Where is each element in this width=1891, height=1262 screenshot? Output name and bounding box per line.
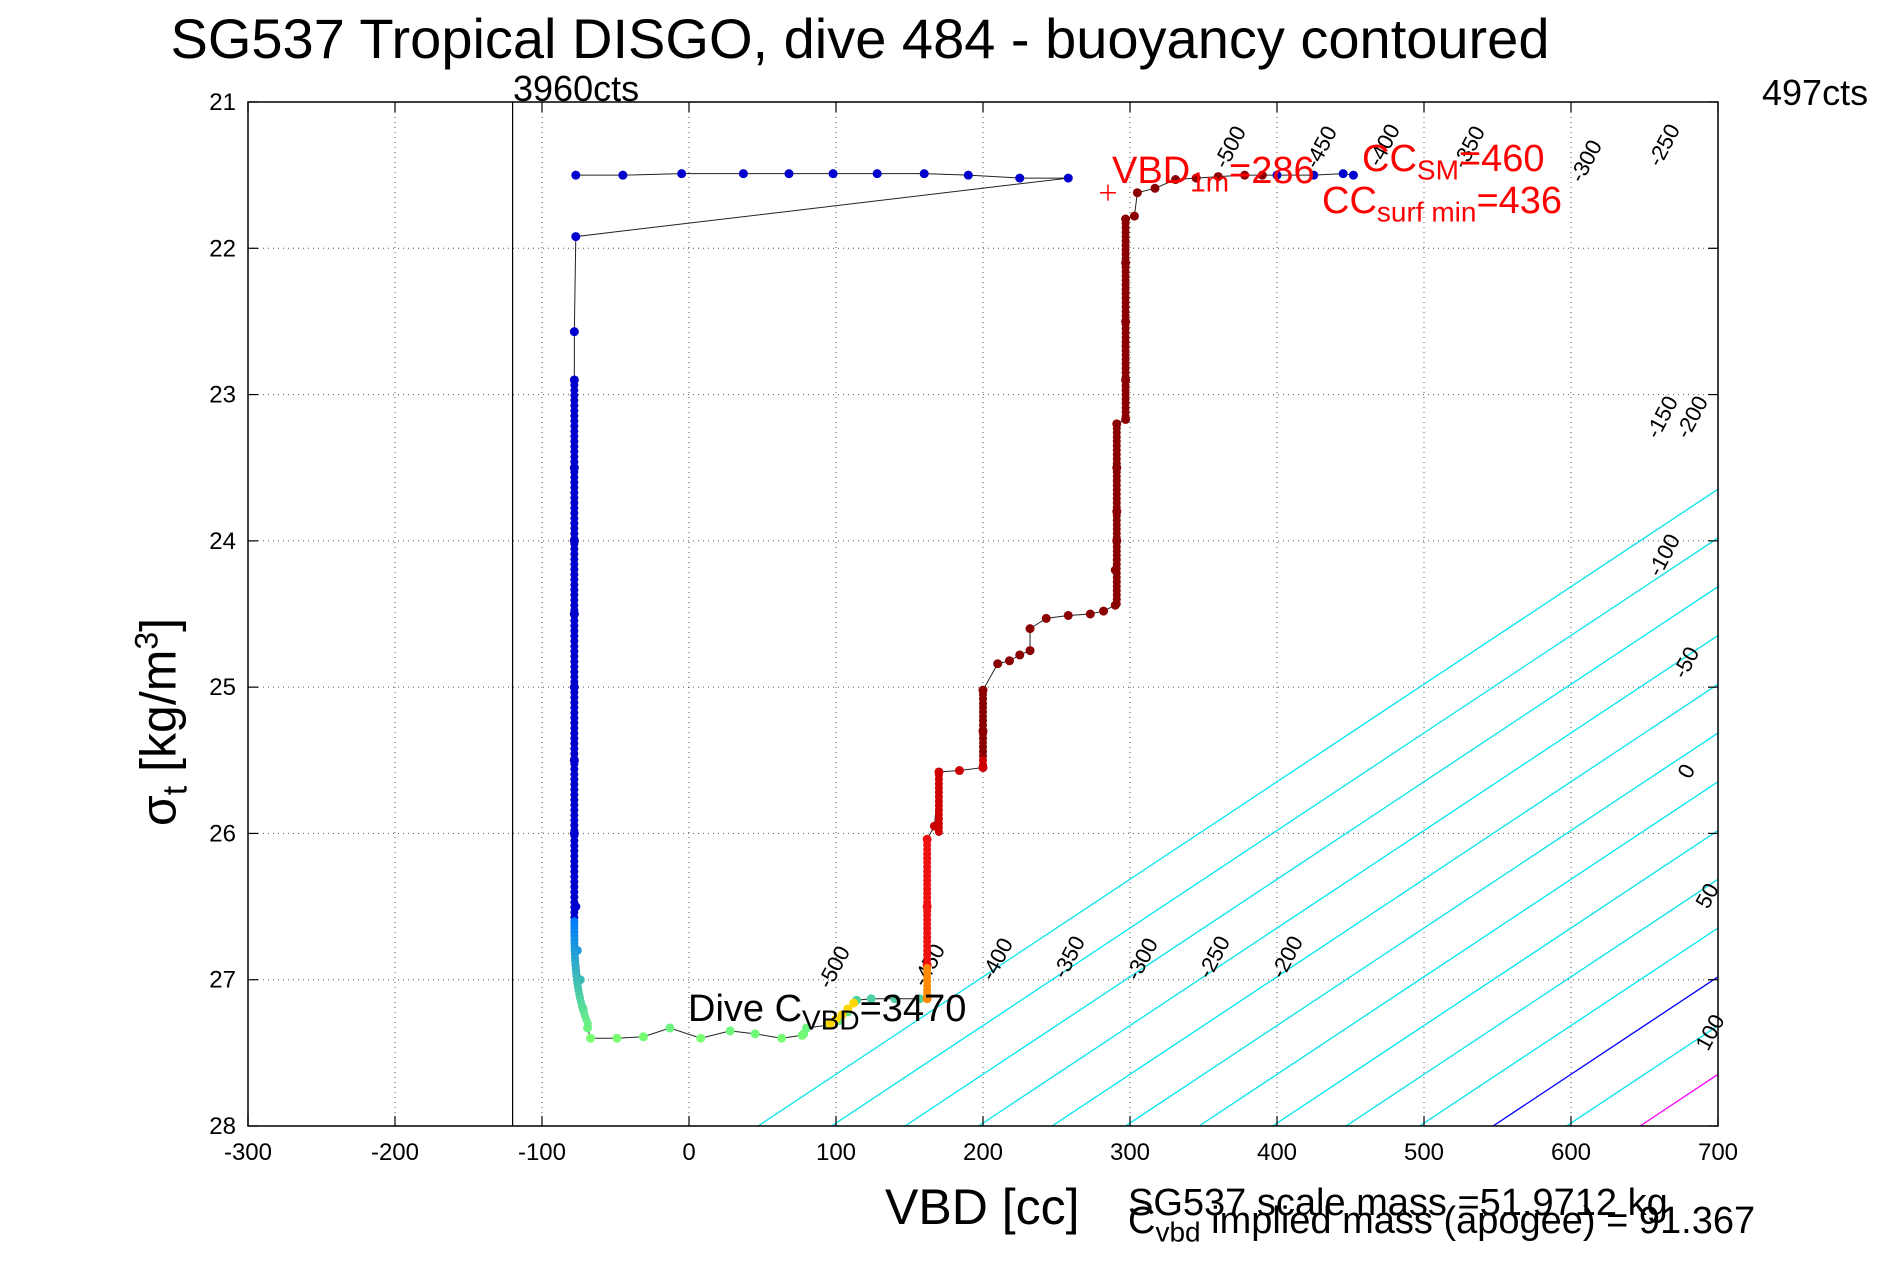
descent-point — [802, 1023, 812, 1033]
ascent-point — [1171, 175, 1181, 185]
descent-point — [1063, 173, 1073, 183]
cc-sm-annotation: CCSM=460 — [1362, 138, 1545, 186]
ascent-point — [1099, 606, 1109, 616]
dive-cvbd-annotation: Dive CVBD=3470 — [688, 988, 967, 1036]
buoyancy-contour — [1272, 829, 1718, 1126]
ascent-point — [1121, 412, 1130, 421]
vbd-min-counts-label: 3960cts — [513, 68, 640, 109]
y-tick-label: 26 — [209, 820, 236, 847]
ascent-point — [1272, 170, 1282, 180]
descent-point — [571, 232, 581, 242]
ascent-point — [1338, 169, 1348, 179]
ascent-point — [1240, 170, 1250, 180]
vbd-1m-annotation: VBD1m=286 — [1112, 150, 1315, 198]
x-tick-label: 200 — [963, 1139, 1003, 1166]
vbd-max-counts-label: 497cts — [1762, 72, 1869, 113]
y-tick-label: 25 — [209, 674, 236, 701]
ascent-point — [1257, 170, 1267, 180]
descent-point — [784, 169, 794, 179]
descent-point — [777, 1033, 787, 1043]
ascent-point — [1041, 613, 1051, 623]
ascent-point — [1015, 650, 1025, 660]
buoyancy-contour — [1198, 780, 1718, 1126]
ascent-point — [1004, 656, 1014, 666]
y-tick-label: 22 — [209, 235, 236, 262]
x-tick-label: -300 — [224, 1139, 272, 1166]
y-tick-label: 23 — [209, 382, 236, 409]
x-tick-label: 500 — [1404, 1139, 1444, 1166]
descent-point — [569, 327, 579, 337]
ascent-point — [1150, 183, 1160, 193]
descent-point — [583, 1019, 592, 1028]
descent-point — [738, 169, 748, 179]
implied-mass-note: Cvbd implied mass (apogee) = 91.367 — [1128, 1200, 1756, 1248]
descent-point — [750, 1029, 760, 1039]
ascent-point — [1063, 610, 1073, 620]
x-tick-label: 600 — [1551, 1139, 1591, 1166]
buoyancy-contour — [1419, 927, 1718, 1126]
x-tick-label: 700 — [1698, 1139, 1738, 1166]
x-tick-label: 100 — [816, 1139, 856, 1166]
x-axis-label: VBD [cc] — [885, 1179, 1080, 1235]
chart-title: SG537 Tropical DISGO, dive 484 - buoyanc… — [170, 7, 1550, 70]
descent-point — [837, 1010, 847, 1020]
x-tick-label: 0 — [682, 1139, 695, 1166]
descent-point — [677, 169, 687, 179]
ascent-point — [1025, 646, 1035, 656]
y-tick-label: 24 — [209, 528, 236, 555]
buoyancy-contour — [757, 488, 1718, 1126]
descent-point — [586, 1033, 596, 1043]
descent-point — [843, 1004, 853, 1014]
descent-point — [919, 169, 929, 179]
descent-point — [828, 169, 838, 179]
descent-point — [963, 170, 973, 180]
descent-point — [612, 1033, 622, 1043]
ascent-point — [1309, 170, 1319, 180]
descent-point — [872, 169, 882, 179]
y-tick-label: 27 — [209, 967, 236, 994]
ascent-point — [993, 659, 1003, 669]
descent-point — [571, 170, 581, 180]
buoyancy-contour — [978, 634, 1718, 1126]
ascent-point — [954, 766, 964, 776]
descent-point — [618, 170, 628, 180]
buoyancy-contour — [831, 537, 1718, 1126]
x-tick-label: 400 — [1257, 1139, 1297, 1166]
scale-mass-note: SG537 scale mass =51.9712 kg — [1128, 1182, 1668, 1224]
ascent-point — [923, 990, 932, 999]
ascent-point — [1112, 599, 1121, 608]
ascent-point — [1085, 609, 1095, 619]
x-tick-label: -200 — [371, 1139, 419, 1166]
ascent-point — [1213, 172, 1223, 182]
ascent-point — [1348, 170, 1358, 180]
buoyancy-contour — [904, 585, 1718, 1126]
ascent-point — [979, 760, 987, 769]
cc-surf-min-annotation: CCsurf min=436 — [1322, 180, 1563, 228]
descent-point — [696, 1033, 706, 1043]
y-axis-label: σt [kg/m3] — [128, 617, 195, 827]
buoyancy-contour — [1051, 683, 1718, 1126]
ascent-point — [1025, 624, 1035, 634]
ascent-point — [1129, 211, 1139, 221]
descent-point — [1015, 173, 1025, 183]
ascent-point — [934, 827, 943, 836]
x-tick-label: 300 — [1110, 1139, 1150, 1166]
ascent-point — [1132, 188, 1142, 198]
y-tick-label: 28 — [209, 1113, 236, 1140]
ascent-point — [1191, 173, 1201, 183]
buoyancy-contour — [1345, 878, 1718, 1126]
descent-point — [638, 1032, 648, 1042]
descent-point — [866, 994, 876, 1004]
descent-point — [849, 998, 859, 1008]
descent-point — [665, 1023, 675, 1033]
x-tick-label: -100 — [518, 1139, 566, 1166]
y-tick-label: 21 — [209, 89, 236, 116]
descent-point — [725, 1026, 735, 1036]
descent-point — [890, 994, 900, 1004]
descent-point — [915, 994, 925, 1004]
buoyancy-contour — [1125, 732, 1718, 1126]
